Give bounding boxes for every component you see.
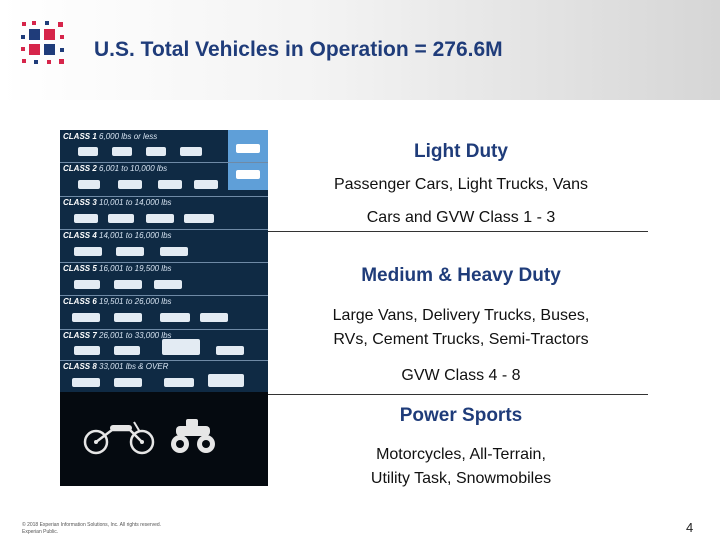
rv-icon xyxy=(200,313,228,322)
minivan-icon xyxy=(78,180,100,189)
copyright-line: © 2018 Experian Information Solutions, I… xyxy=(22,522,162,528)
truck-tractor-icon xyxy=(216,346,244,355)
dump-truck-icon xyxy=(114,378,142,387)
medium-heavy-duty-heading: Medium & Heavy Duty xyxy=(361,265,561,286)
light-duty-selected-vehicles xyxy=(228,130,268,190)
city-delivery-truck-icon xyxy=(146,214,174,223)
class-2-row: CLASS 2 6,001 to 10,000 lbs xyxy=(60,162,268,197)
class-5-name: CLASS 5 xyxy=(63,264,97,273)
box-truck-icon xyxy=(116,247,144,256)
van-icon xyxy=(236,144,260,153)
medium-duty-divider xyxy=(268,394,648,395)
vehicle-class-chart-image: CLASS 1 6,000 lbs or less CLASS 2 6,001 … xyxy=(60,130,268,486)
cement-truck-icon xyxy=(72,378,100,387)
class-4-row: CLASS 4 14,001 to 16,000 lbs xyxy=(60,229,268,263)
class-2-name: CLASS 2 xyxy=(63,164,97,173)
light-duty-heading: Light Duty xyxy=(414,141,508,162)
class-3-name: CLASS 3 xyxy=(63,198,97,207)
pickup-truck-icon xyxy=(180,147,202,156)
bucket-truck-icon xyxy=(74,280,100,289)
class-7-weight: 26,001 to 33,000 lbs xyxy=(99,331,172,340)
class-4-weight: 14,001 to 16,000 lbs xyxy=(99,231,172,240)
class-8-row: CLASS 8 33,001 lbs & OVER xyxy=(60,360,268,392)
class-6-weight: 19,501 to 26,000 lbs xyxy=(99,297,172,306)
slide-header: U.S. Total Vehicles in Operation = 276.6… xyxy=(0,0,720,100)
light-duty-divider xyxy=(268,231,648,232)
van-icon xyxy=(158,180,182,189)
class-3-row: CLASS 3 10,001 to 14,000 lbs xyxy=(60,196,268,230)
car-icon xyxy=(78,147,98,156)
class-5-row: CLASS 5 16,001 to 19,500 lbs xyxy=(60,262,268,296)
medium-heavy-duty-class-range: GVW Class 4 - 8 xyxy=(401,367,521,384)
class-6-name: CLASS 6 xyxy=(63,297,97,306)
class-8-weight: 33,001 lbs & OVER xyxy=(99,362,169,371)
beverage-truck-icon xyxy=(72,313,100,322)
medium-heavy-duty-description-line-1: Large Vans, Delivery Trucks, Buses, xyxy=(332,307,590,324)
class-1-name: CLASS 1 xyxy=(63,132,97,141)
class-2-weight: 6,001 to 10,000 lbs xyxy=(99,164,168,173)
class-1-row: CLASS 1 6,000 lbs or less xyxy=(60,130,268,163)
large-walk-in-icon xyxy=(114,280,142,289)
experian-logo-icon xyxy=(21,21,64,64)
power-sports-description-line-2: Utility Task, Snowmobiles xyxy=(370,470,552,487)
light-duty-class-range: Cars and GVW Class 1 - 3 xyxy=(366,209,556,226)
power-sports-vehicles-panel xyxy=(60,392,268,486)
walk-in-truck-icon xyxy=(108,214,134,223)
city-delivery-truck-icon xyxy=(154,280,182,289)
class-7-name: CLASS 7 xyxy=(63,331,97,340)
class-7-row: CLASS 7 26,001 to 33,000 lbs xyxy=(60,329,268,361)
single-axle-truck-icon xyxy=(114,313,142,322)
city-bus-icon xyxy=(162,339,200,355)
truck-icon xyxy=(74,214,98,223)
copyright-footer: © 2018 Experian Information Solutions, I… xyxy=(22,522,161,536)
suv-icon xyxy=(146,147,166,156)
class-8-name: CLASS 8 xyxy=(63,362,97,371)
suv-icon xyxy=(236,170,260,179)
class-4-name: CLASS 4 xyxy=(63,231,97,240)
class-5-weight: 16,001 to 19,500 lbs xyxy=(99,264,172,273)
motorcycle-icon xyxy=(83,421,155,455)
power-sports-heading: Power Sports xyxy=(399,405,523,426)
light-duty-description: Passenger Cars, Light Trucks, Vans xyxy=(333,176,589,193)
class-1-weight: 6,000 lbs or less xyxy=(99,132,158,141)
fire-truck-icon xyxy=(164,378,194,387)
car-icon xyxy=(112,147,132,156)
power-sports-description-line-1: Motorcycles, All-Terrain, xyxy=(376,446,546,463)
classification-line: Experian Public. xyxy=(22,529,59,535)
heavy-pickup-icon xyxy=(184,214,214,223)
step-van-icon xyxy=(194,180,218,189)
sleeper-tractor-icon xyxy=(208,374,244,387)
pickup-truck-icon xyxy=(118,180,142,189)
slide-title: U.S. Total Vehicles in Operation = 276.6… xyxy=(94,38,503,61)
class-3-weight: 10,001 to 14,000 lbs xyxy=(99,198,172,207)
page-number: 4 xyxy=(686,520,694,535)
medium-heavy-duty-description-line-2: RVs, Cement Trucks, Semi-Tractors xyxy=(333,331,589,348)
city-delivery-truck-icon xyxy=(160,247,188,256)
atv-icon xyxy=(171,419,215,453)
school-bus-icon xyxy=(160,313,190,322)
class-6-row: CLASS 6 19,501 to 26,000 lbs xyxy=(60,295,268,330)
refuse-truck-icon xyxy=(74,346,100,355)
furniture-truck-icon xyxy=(114,346,140,355)
large-walk-in-icon xyxy=(74,247,102,256)
